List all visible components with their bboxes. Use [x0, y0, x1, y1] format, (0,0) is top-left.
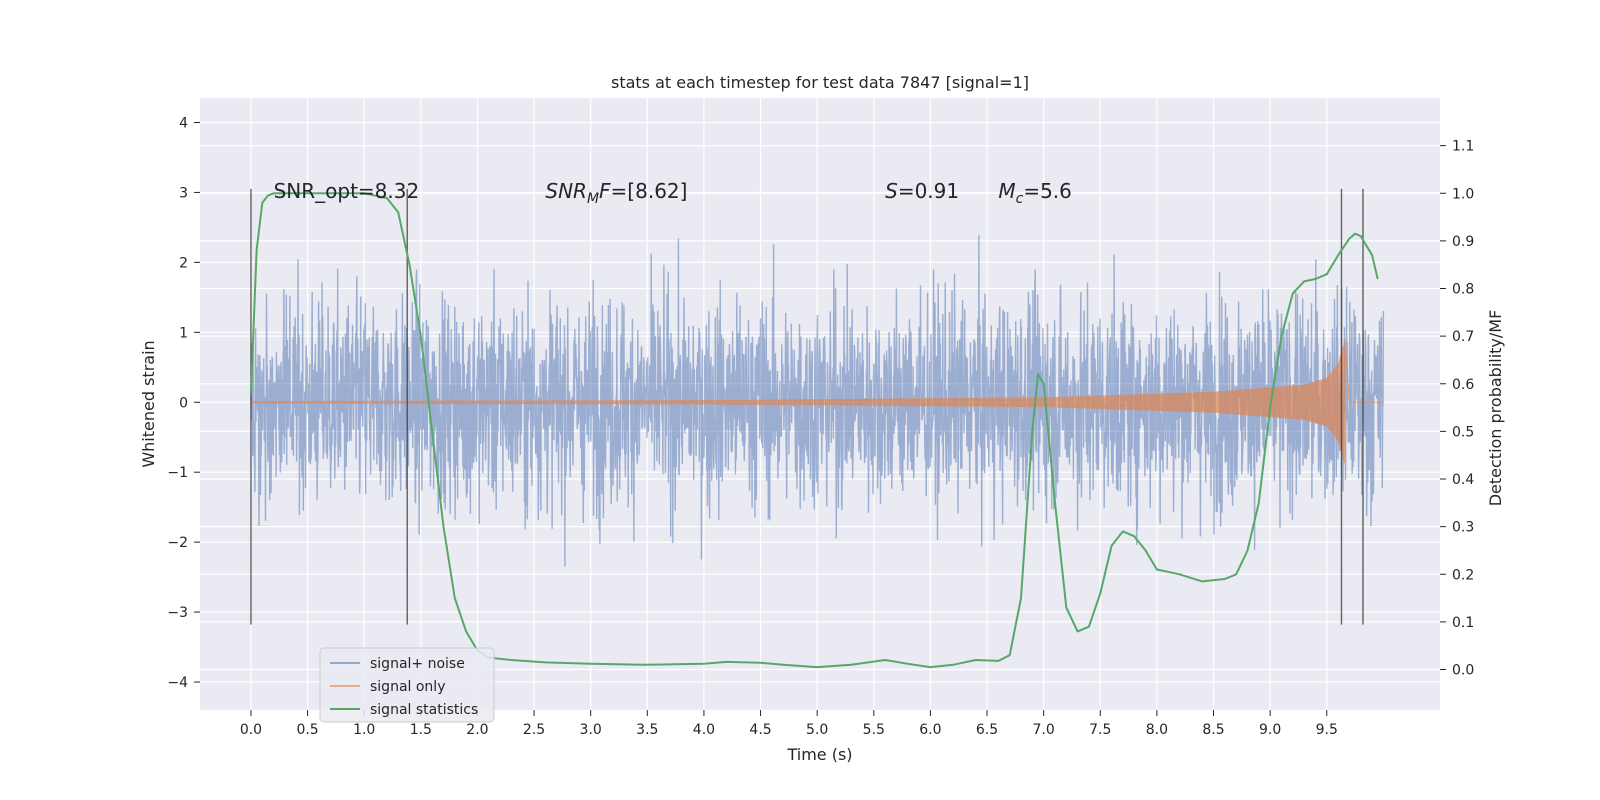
x-tick-label: 3.0 [580, 722, 602, 738]
y2-tick-label: 0.9 [1452, 234, 1474, 250]
series-signal-only [250, 339, 1384, 464]
y-tick-label: 1 [179, 325, 188, 341]
y2-tick-label: 0.2 [1452, 567, 1474, 583]
legend: signal+ noise signal only signal statist… [319, 647, 495, 723]
legend-label-signal: signal only [370, 679, 445, 695]
y2-tick-label: 0.3 [1452, 520, 1474, 536]
x-tick-label: 1.0 [353, 722, 375, 738]
y-tick-label: 4 [179, 115, 188, 131]
x-tick-label: 9.0 [1259, 722, 1281, 738]
legend-box [319, 647, 495, 723]
x-tick-label: 7.5 [1089, 722, 1111, 738]
y-tick-label: 0 [179, 395, 188, 411]
y2-tick-label: 0.8 [1452, 282, 1474, 298]
x-tick-label: 6.5 [976, 722, 998, 738]
y-tick-label: −1 [167, 465, 188, 481]
y-tick-label: −2 [167, 535, 188, 551]
y-tick-label: −3 [167, 605, 188, 621]
legend-label-noise: signal+ noise [370, 656, 465, 672]
y2-axis-ticks: 0.0 0.1 0.2 0.3 0.4 0.5 0.6 0.7 0.8 0.9 1.0 1.1 [1440, 139, 1474, 679]
y-axis-label: Whitened strain [139, 340, 158, 467]
vertical-markers [250, 188, 1364, 625]
legend-label-statistics: signal statistics [370, 702, 478, 718]
x-tick-label: 7.0 [1033, 722, 1055, 738]
x-tick-label: 4.0 [693, 722, 715, 738]
series-signal-noise [250, 235, 1385, 567]
x-tick-label: 5.0 [806, 722, 828, 738]
statistics-line [250, 192, 1379, 669]
x-tick-label: 0.0 [240, 722, 262, 738]
x-axis-label: Time (s) [786, 745, 852, 764]
annotation-label: SNR_opt=8.32 [274, 179, 420, 203]
x-tick-label: 6.0 [919, 722, 941, 738]
y2-tick-label: 1.1 [1452, 139, 1474, 155]
y-tick-label: −4 [167, 675, 188, 691]
y2-axis-label: Detection probability/MF [1486, 310, 1505, 507]
y-tick-label: 3 [179, 185, 188, 201]
annotations: SNR_opt=8.32 SNRMF=[8.62] S=0.91 Mc=5.6 [274, 179, 1072, 207]
x-axis-ticks: 0.0 0.5 1.0 1.5 2.0 2.5 3.0 3.5 4.0 4.5 5.0 5.5 6.0 6… [240, 710, 1338, 738]
y2-tick-label: 0.7 [1452, 329, 1474, 345]
y2-tick-label: 0.5 [1452, 424, 1474, 440]
chart-title: stats at each timestep for test data 784… [611, 73, 1029, 92]
y2-tick-label: 0.1 [1452, 615, 1474, 631]
y-axis-ticks: −4 −3 −2 −1 0 1 2 3 4 [167, 115, 200, 691]
annotation-label: S=0.91 [885, 179, 959, 203]
x-tick-label: 9.5 [1316, 722, 1338, 738]
y2-tick-label: 0.6 [1452, 377, 1474, 393]
x-tick-label: 2.5 [523, 722, 545, 738]
series-signal-statistics [250, 192, 1379, 669]
y2-tick-label: 0.0 [1452, 663, 1474, 679]
y-tick-label: 2 [179, 255, 188, 271]
x-tick-label: 8.0 [1146, 722, 1168, 738]
noise-line [250, 235, 1385, 567]
x-tick-label: 2.0 [466, 722, 488, 738]
y2-tick-label: 0.4 [1452, 472, 1474, 488]
x-tick-label: 3.5 [636, 722, 658, 738]
x-tick-label: 8.5 [1202, 722, 1224, 738]
signal-only-line [250, 339, 1384, 464]
y2-tick-label: 1.0 [1452, 186, 1474, 202]
x-tick-label: 4.5 [749, 722, 771, 738]
x-tick-label: 0.5 [296, 722, 318, 738]
x-tick-label: 5.5 [863, 722, 885, 738]
annotation-label: SNRMF=[8.62] [545, 179, 687, 207]
x-tick-label: 1.5 [410, 722, 432, 738]
annotation-label: Mc=5.6 [998, 179, 1072, 207]
